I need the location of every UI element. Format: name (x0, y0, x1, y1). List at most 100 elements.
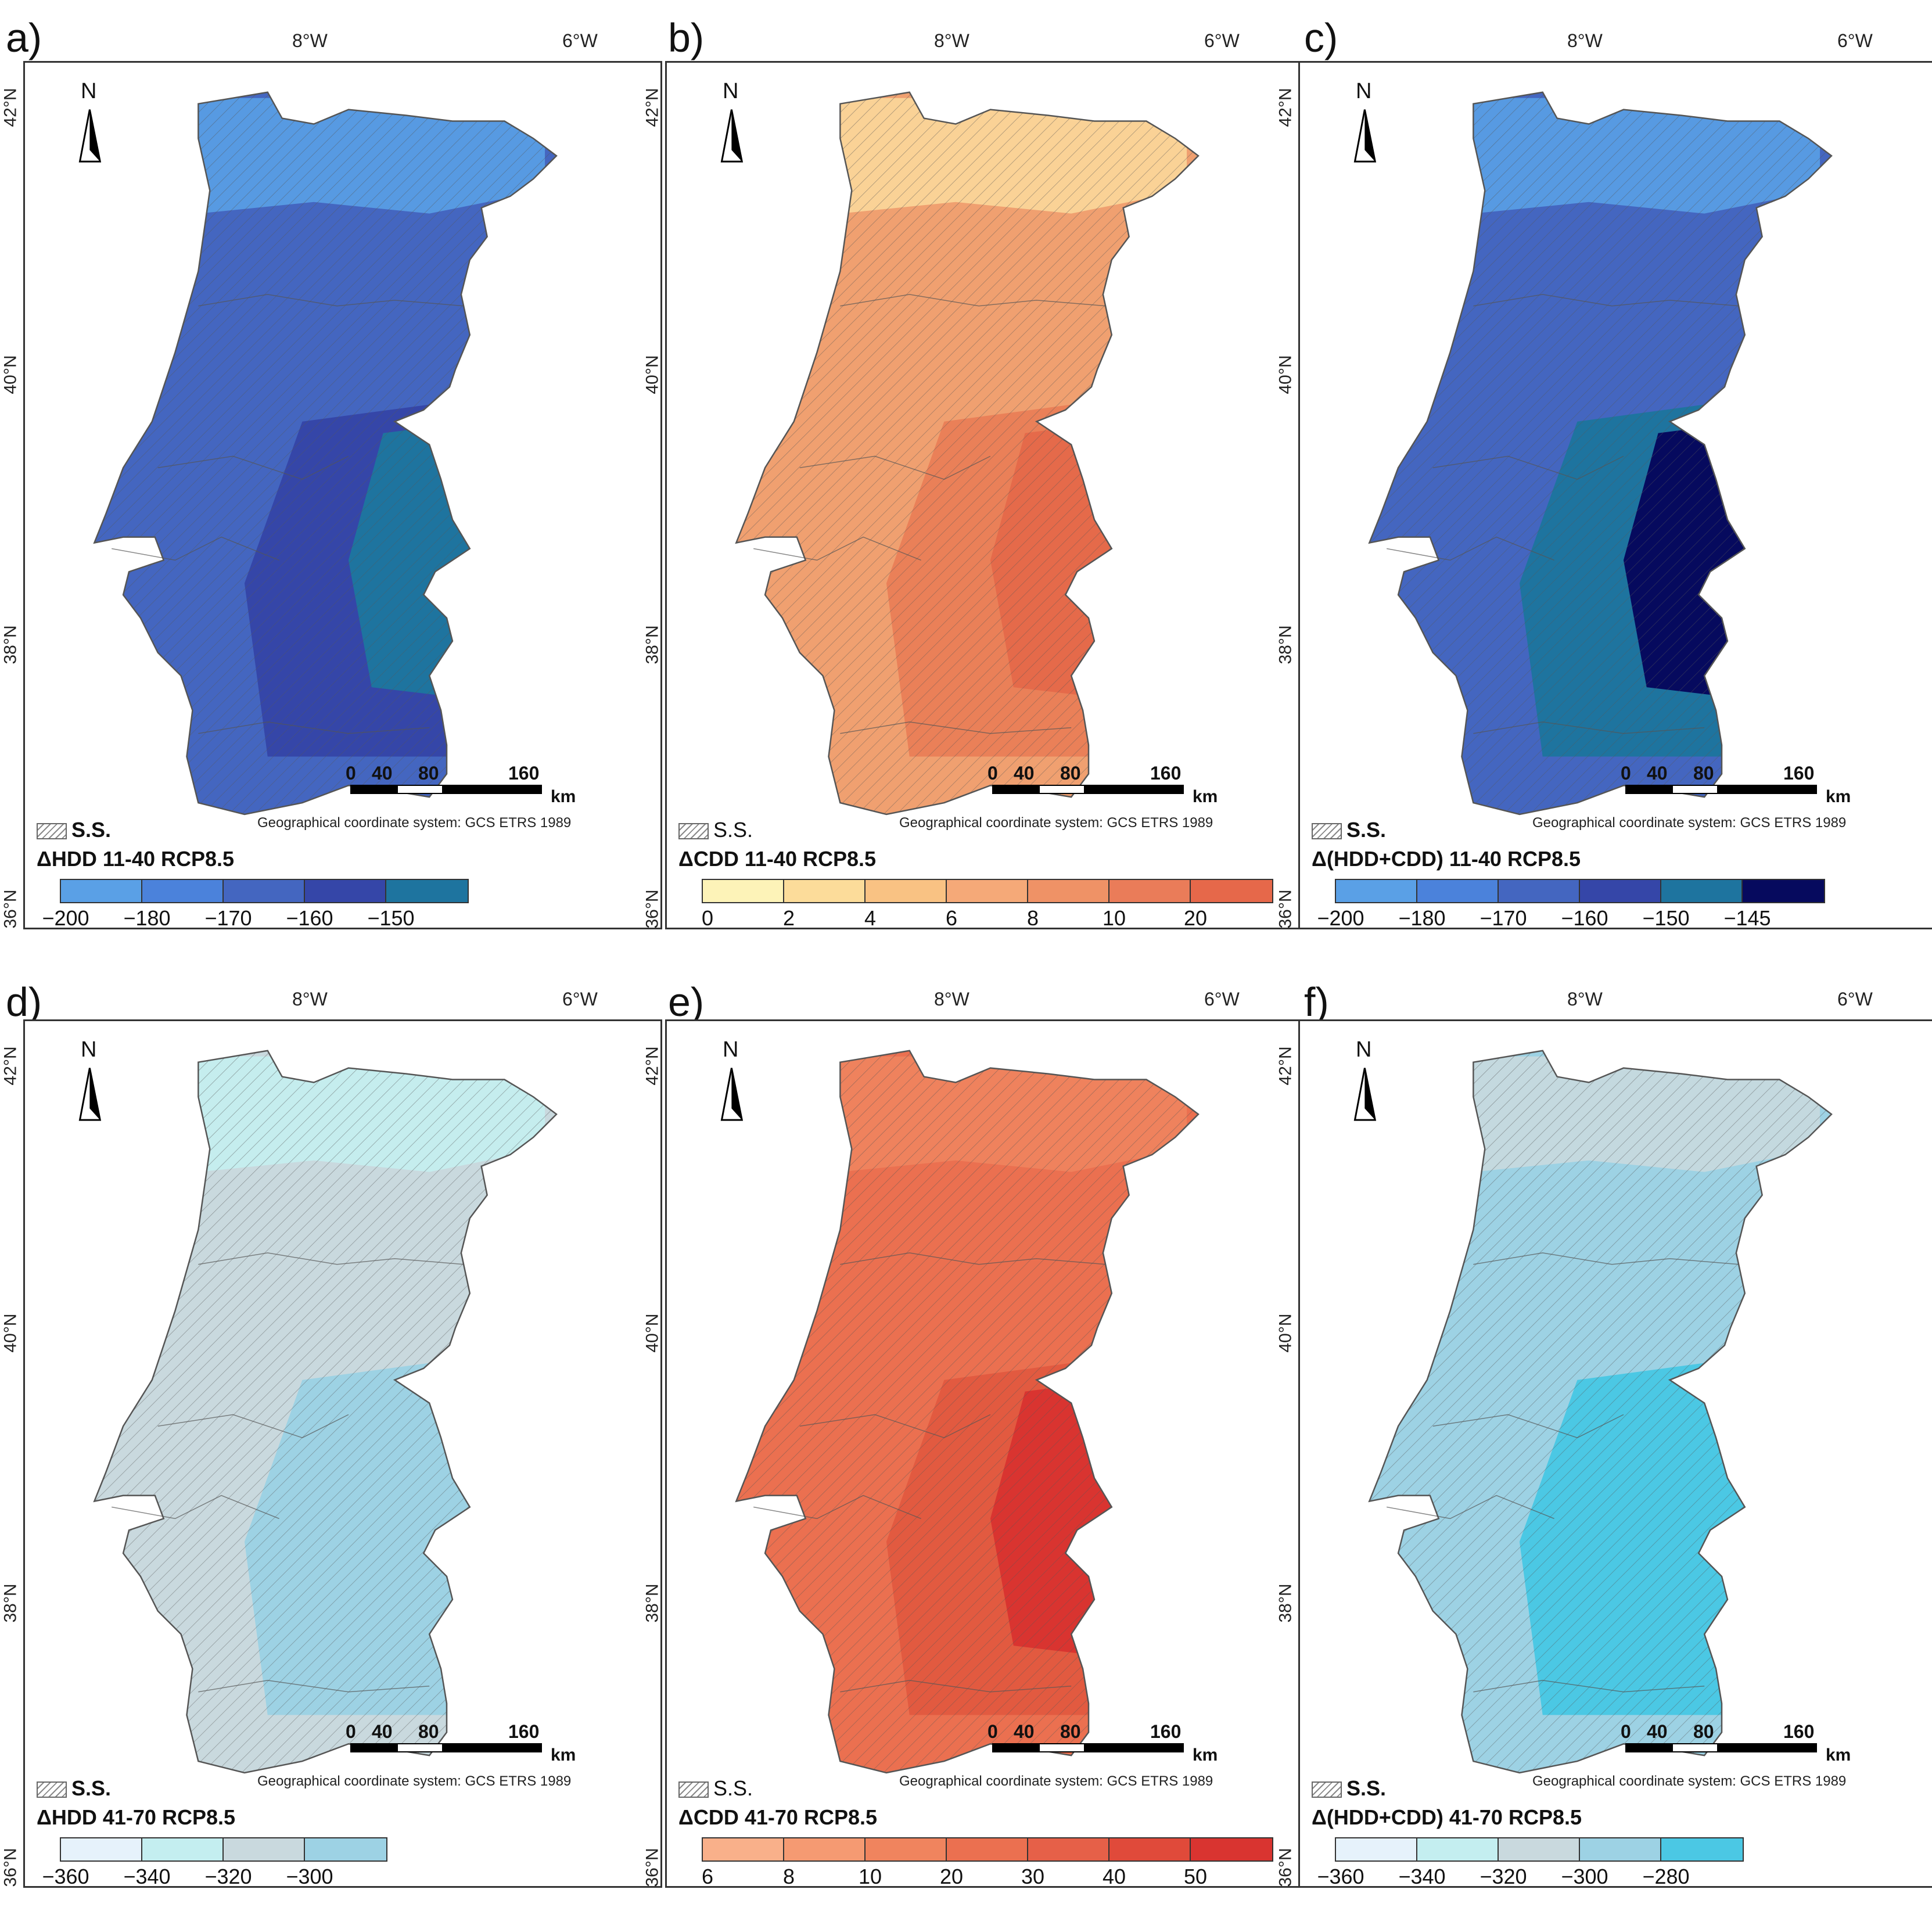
legend-tick-label: −320 (1479, 1865, 1527, 1888)
coordinate-system-note: Geographical coordinate system: GCS ETRS… (1532, 815, 1847, 831)
north-arrow-icon (1353, 109, 1377, 163)
coordinate-system-note: Geographical coordinate system: GCS ETRS… (899, 815, 1213, 831)
north-label: N (81, 1037, 97, 1062)
panel-label: f) (1304, 979, 1329, 1025)
legend-swatch (224, 880, 305, 902)
legend-tick-label: 8 (1026, 906, 1039, 930)
coordinate-system-note: Geographical coordinate system: GCS ETRS… (899, 1773, 1213, 1789)
scale-tick: 80 (1693, 1721, 1714, 1742)
panel-label: b) (668, 15, 705, 60)
country-outline (1368, 1050, 1833, 1774)
legend-tick-label: −360 (42, 1865, 89, 1888)
latitude-label: 36°N (642, 1848, 662, 1887)
significance-legend: S.S. (1312, 1776, 1386, 1801)
district-border (1432, 1414, 1624, 1438)
latitude-label: 40°N (642, 355, 662, 394)
color-legend (1335, 1837, 1744, 1862)
scale-tick: 80 (1060, 1721, 1081, 1742)
scale-tick: 160 (1783, 1721, 1815, 1742)
longitude-label: 8°W (1567, 989, 1603, 1010)
portugal-map (720, 1050, 1200, 1774)
scale-tick: 0 (1621, 1721, 1631, 1742)
legend-tick-label: 10 (858, 1865, 882, 1888)
map-panel: 8°W 6°W 42°N 40°N 38°N 36°N N 0 40 80 160 km Geogra… (1, 30, 662, 930)
district-border (1432, 455, 1624, 480)
latitude-label: 40°N (1, 1313, 20, 1353)
legend-swatch (1191, 880, 1272, 902)
scale-tick: 40 (372, 1721, 393, 1742)
color-legend (60, 879, 469, 903)
north-arrow-icon (720, 1068, 744, 1121)
scale-segment (1718, 785, 1817, 794)
scale-segment (1625, 785, 1672, 794)
district-border (753, 536, 921, 561)
portugal-map (1353, 1050, 1833, 1774)
legend-tick-label: −360 (1317, 1865, 1364, 1888)
latitude-label: 38°N (1276, 625, 1295, 665)
map-panel: 8°W 6°W 42°N 40°N 38°N 36°N N 0 40 80 160 km Geogra… (643, 989, 1304, 1888)
legend-tick-label: 40 (1102, 1865, 1126, 1888)
significance-label: S.S. (71, 1776, 112, 1800)
significance-legend: S.S. (678, 818, 753, 842)
country-outline (735, 91, 1200, 816)
legend-tick-label: −300 (1561, 1865, 1608, 1888)
latitude-label: 36°N (642, 889, 662, 929)
legend-swatch (1109, 880, 1191, 902)
longitude-label: 6°W (1204, 30, 1240, 51)
legend-tick-label: −150 (1642, 906, 1690, 930)
scale-segment (992, 785, 1039, 794)
legend-tick-label: −280 (1642, 1865, 1690, 1888)
legend-title: Δ(HDD+CDD) 41-70 RCP8.5 (1312, 1805, 1582, 1829)
legend-tick-label: −200 (1317, 906, 1364, 930)
latitude-label: 42°N (1, 88, 20, 127)
legend-tick-label: 20 (1183, 906, 1208, 930)
legend-swatch (866, 880, 947, 902)
map-panel: 8°W 6°W 42°N 40°N 38°N 36°N N 0 40 80 160 km Geogra… (643, 30, 1304, 930)
scale-segment (443, 1743, 542, 1752)
hatch-swatch (1312, 823, 1342, 840)
scale-tick: 160 (508, 1721, 540, 1742)
scale-tick: 160 (1783, 763, 1815, 784)
north-arrow-icon (78, 109, 102, 163)
legend-swatch (866, 1838, 947, 1860)
scale-segment (397, 1743, 443, 1752)
district-border (112, 1495, 279, 1520)
panel-label: a) (6, 15, 42, 60)
legend-swatch (784, 880, 866, 902)
legend-swatch (1336, 1838, 1417, 1860)
district-border (198, 1252, 464, 1265)
scale-tick: 0 (1621, 763, 1631, 784)
scale-tick: 80 (418, 763, 439, 784)
legend-tick-label: −180 (123, 906, 171, 930)
legend-tick-label: −340 (123, 1865, 171, 1888)
legend-tick-label: 8 (782, 1865, 795, 1888)
legend-tick-label: 6 (701, 1865, 714, 1888)
scale-segment (443, 785, 542, 794)
district-border (1473, 1680, 1705, 1693)
scale-unit: km (1826, 1745, 1851, 1765)
district-border (112, 536, 279, 561)
portugal-map (720, 91, 1200, 816)
legend-tick-label: −180 (1398, 906, 1446, 930)
color-legend (702, 1837, 1273, 1862)
north-arrow-icon (720, 109, 744, 163)
latitude-label: 42°N (1, 1046, 20, 1086)
latitude-label: 40°N (1276, 355, 1295, 394)
latitude-label: 38°N (642, 625, 662, 665)
scale-segment (350, 1743, 397, 1752)
district-border (1387, 536, 1554, 561)
country-outline (1368, 91, 1833, 816)
district-border (198, 1680, 430, 1693)
legend-swatch (703, 880, 784, 902)
legend-swatch (61, 880, 142, 902)
north-label: N (81, 79, 97, 103)
hatch-swatch (1312, 1781, 1342, 1798)
scale-tick: 0 (987, 1721, 998, 1742)
hatch-swatch (678, 1781, 709, 1798)
legend-swatch (947, 1838, 1028, 1860)
scale-bar: 0 40 80 160 km (987, 763, 1218, 809)
panel-label: d) (6, 979, 42, 1025)
legend-swatch (1499, 1838, 1580, 1860)
legend-tick-label: 0 (701, 906, 714, 930)
hatch-swatch (678, 823, 709, 840)
